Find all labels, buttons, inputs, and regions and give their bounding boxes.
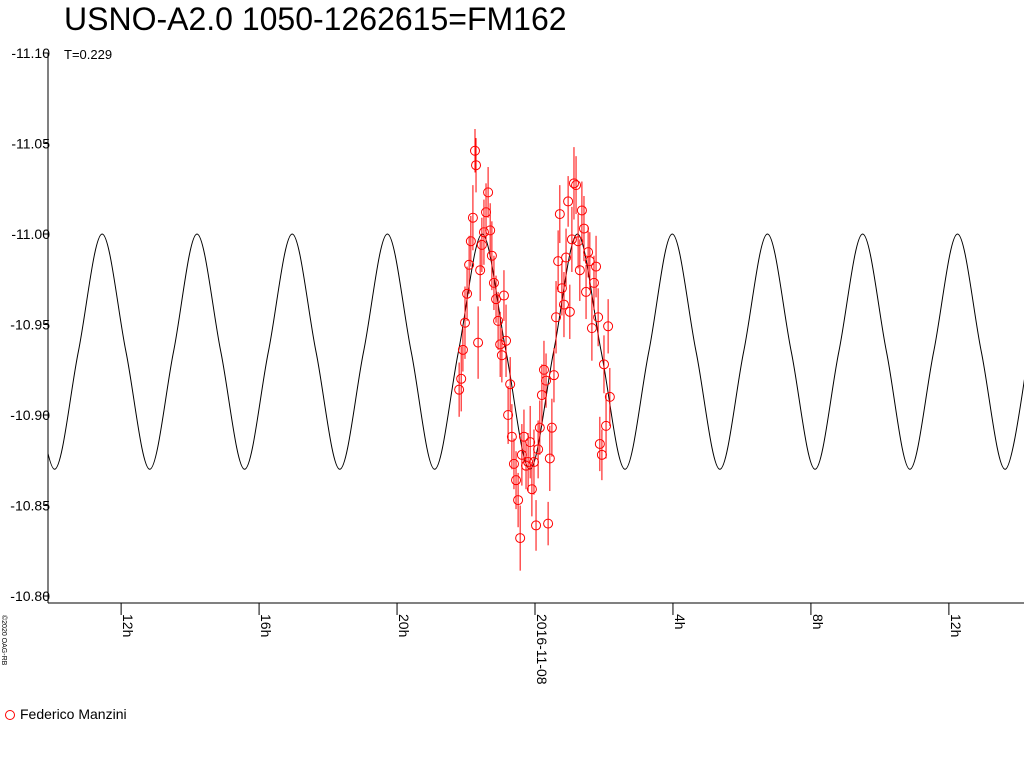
data-point [473,337,484,348]
y-tick-label: -10.95 [10,317,50,333]
data-point [534,422,545,433]
x-tick-label: 12h [120,614,136,637]
y-tick-label: -11.05 [11,136,50,152]
data-point [558,299,569,310]
data-point [556,283,567,294]
data-point [561,252,572,263]
data-point [457,344,468,355]
x-tick-label: 20h [396,614,412,637]
data-point [513,495,524,506]
data-point [564,306,575,317]
data-point [475,265,486,276]
data-point [573,236,584,247]
data-point [538,364,549,375]
data-point [486,250,497,261]
data-point [601,420,612,431]
data-point [506,431,517,442]
data-point [543,518,554,529]
legend-label: Federico Manzini [20,706,127,722]
data-point [488,277,499,288]
data-point [533,444,544,455]
chart-title: USNO-A2.0 1050-1262615=FM162 [64,1,567,37]
y-tick-label: -10.85 [10,498,50,514]
data-point [503,410,514,420]
data-point [591,261,602,272]
data-point [566,234,577,245]
data-point [593,312,604,323]
data-point [465,236,476,247]
data-point [604,391,615,402]
data-point [515,533,526,544]
data-point [563,196,574,207]
data-point [501,335,512,346]
data-point [525,437,536,448]
subtitle: T=0.229 [64,47,112,62]
data-point [493,315,504,326]
data-point [495,339,506,350]
data-point [508,458,519,469]
data-point [485,225,496,236]
data-point [574,265,585,276]
x-tick-label: 16h [258,614,274,637]
x-tick-label: 8h [810,614,826,630]
y-tick-label: -10.80 [10,588,50,604]
data-point [571,180,582,191]
data-point [459,317,470,328]
data-point [469,145,480,156]
data-point [554,209,565,220]
data-point [541,375,552,386]
data-point [478,227,489,238]
data-point [603,321,614,332]
y-tick-label: -11.10 [11,45,50,61]
data-point [505,379,516,390]
data-point [511,475,522,486]
data-point [454,384,465,395]
x-tick-label: 12h [948,614,964,637]
data-point [586,323,597,334]
y-tick-label: -10.90 [10,407,50,423]
data-point [551,312,562,323]
data-point [526,484,537,495]
data-point [456,373,467,384]
data-point [594,438,605,449]
data-point [568,178,579,189]
data-point [498,290,509,301]
data-point [483,187,494,198]
data-point [576,205,587,216]
data-point [467,212,478,223]
data-point [588,277,599,288]
data-point [598,359,609,370]
data-point [471,160,482,171]
legend-marker [5,710,15,720]
data-point [531,520,542,531]
x-tick-label: 2016-11-08 [534,614,550,685]
data-point [546,422,557,433]
data-point [462,288,473,299]
data-point [544,453,555,464]
y-tick-label: -11.00 [11,226,50,242]
data-point [476,239,487,250]
data-point [464,259,475,270]
data-point [523,457,534,468]
data-point [581,286,592,297]
data-point [548,370,559,381]
x-tick-label: 4h [672,614,688,630]
plot-area [48,129,1024,571]
credit: ©2020 OAG-RB [0,615,8,666]
